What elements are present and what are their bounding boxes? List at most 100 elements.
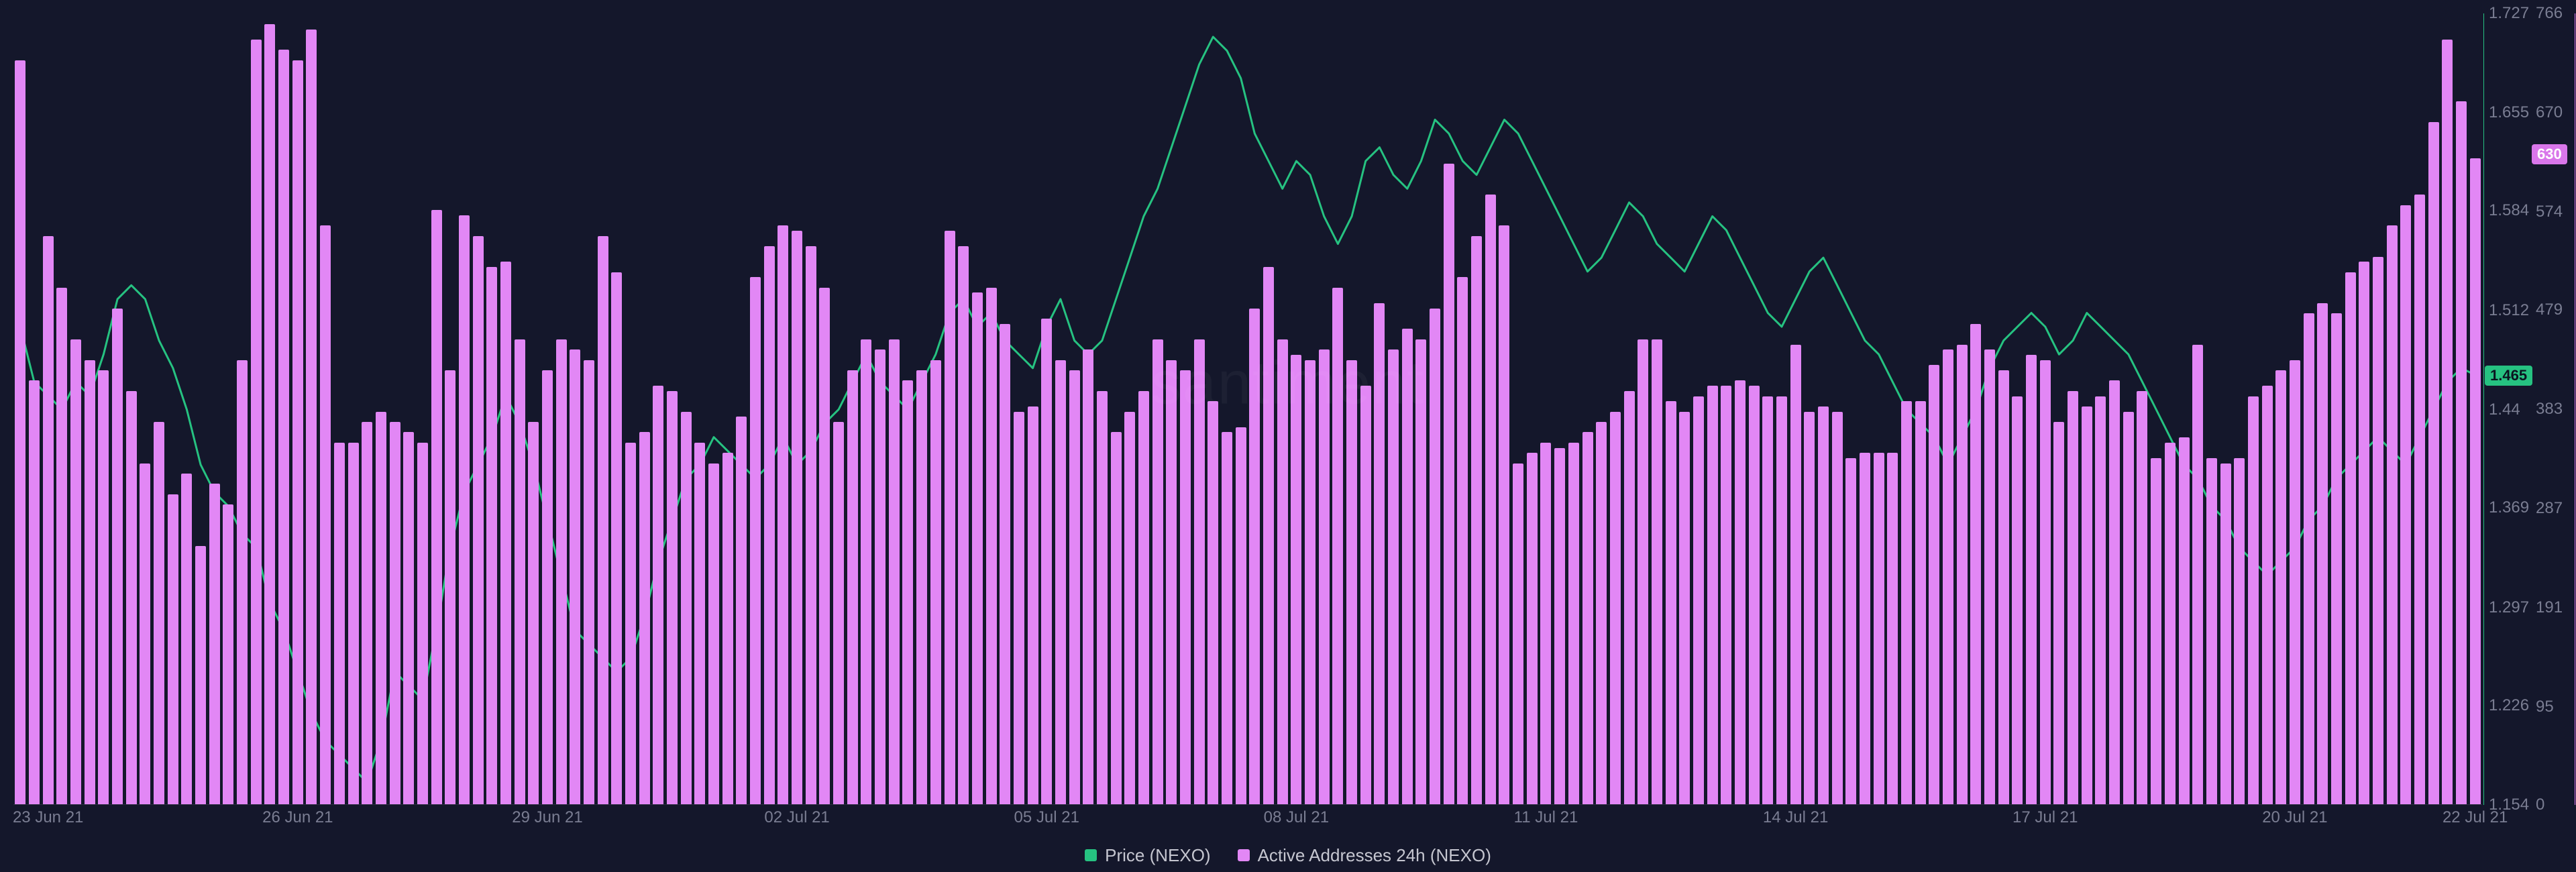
bar[interactable] <box>2123 412 2134 804</box>
bar[interactable] <box>126 391 137 804</box>
bar[interactable] <box>1444 164 1454 804</box>
bar[interactable] <box>2109 380 2120 804</box>
bar[interactable] <box>2206 458 2217 804</box>
bar[interactable] <box>1041 319 1052 804</box>
bar[interactable] <box>819 288 830 804</box>
bar[interactable] <box>1402 329 1413 804</box>
bar[interactable] <box>1901 401 1912 804</box>
bar[interactable] <box>1471 236 1482 804</box>
bar[interactable] <box>806 246 816 804</box>
bar[interactable] <box>1291 355 1301 804</box>
bar[interactable] <box>1069 370 1080 804</box>
bar[interactable] <box>1721 386 1731 804</box>
bar[interactable] <box>1998 370 2009 804</box>
bar[interactable] <box>1111 432 1122 804</box>
bar[interactable] <box>1776 396 1787 804</box>
bar[interactable] <box>1430 309 1440 804</box>
bar[interactable] <box>2248 396 2259 804</box>
bar[interactable] <box>1804 412 1815 804</box>
bar[interactable] <box>1818 406 1829 804</box>
bar[interactable] <box>112 309 123 804</box>
bar[interactable] <box>1554 448 1565 804</box>
bar[interactable] <box>1485 195 1496 804</box>
bar[interactable] <box>181 474 192 804</box>
bar[interactable] <box>70 339 81 804</box>
bar[interactable] <box>486 267 497 804</box>
plot-area[interactable] <box>13 13 2482 805</box>
bar[interactable] <box>1582 432 1593 804</box>
bar[interactable] <box>2026 355 2037 804</box>
bar[interactable] <box>681 412 692 804</box>
bar[interactable] <box>972 292 983 804</box>
bar[interactable] <box>1374 303 1385 804</box>
bar[interactable] <box>2068 391 2078 804</box>
bar[interactable] <box>708 464 719 804</box>
bar[interactable] <box>1540 443 1551 804</box>
bar[interactable] <box>1624 391 1635 804</box>
bar[interactable] <box>1887 453 1898 804</box>
bar[interactable] <box>515 339 525 804</box>
bar[interactable] <box>694 443 705 804</box>
bar[interactable] <box>140 464 150 804</box>
bar[interactable] <box>861 339 871 804</box>
bar[interactable] <box>2137 391 2147 804</box>
bar[interactable] <box>390 422 400 804</box>
bar[interactable] <box>1832 412 1843 804</box>
bar[interactable] <box>2387 225 2398 804</box>
bar[interactable] <box>1014 412 1024 804</box>
bar[interactable] <box>916 370 927 804</box>
bar[interactable] <box>292 60 303 804</box>
bar[interactable] <box>1790 345 1801 805</box>
bar[interactable] <box>1028 406 1038 804</box>
bar[interactable] <box>556 339 567 804</box>
bar[interactable] <box>945 231 955 804</box>
bar[interactable] <box>1735 380 1746 804</box>
bar[interactable] <box>1845 458 1856 804</box>
bar[interactable] <box>2470 158 2481 804</box>
bar[interactable] <box>1499 225 1509 804</box>
bar[interactable] <box>1055 360 1066 804</box>
bar[interactable] <box>1097 391 1108 804</box>
bar[interactable] <box>1152 339 1163 804</box>
bar[interactable] <box>2400 205 2411 804</box>
bar[interactable] <box>1457 277 1468 804</box>
bar[interactable] <box>2331 313 2342 804</box>
bar[interactable] <box>195 546 206 804</box>
legend-item-addresses[interactable]: Active Addresses 24h (NEXO) <box>1238 845 1491 866</box>
bar[interactable] <box>542 370 553 804</box>
bar[interactable] <box>736 417 747 804</box>
bar[interactable] <box>2317 303 2328 804</box>
bar[interactable] <box>376 412 386 804</box>
bar[interactable] <box>1568 443 1579 804</box>
bar[interactable] <box>2373 257 2383 804</box>
bar[interactable] <box>1513 464 1523 804</box>
bar[interactable] <box>1083 349 1093 804</box>
bar[interactable] <box>403 432 414 804</box>
bar[interactable] <box>445 370 455 804</box>
bar[interactable] <box>1762 396 1773 804</box>
bar[interactable] <box>1638 339 1648 804</box>
bar[interactable] <box>2165 443 2176 804</box>
bar[interactable] <box>1346 360 1357 804</box>
bar[interactable] <box>2220 464 2231 804</box>
bar[interactable] <box>223 504 233 804</box>
bar[interactable] <box>847 370 858 804</box>
bar[interactable] <box>29 380 40 804</box>
bar[interactable] <box>1194 339 1205 804</box>
bar[interactable] <box>2345 272 2356 804</box>
bar[interactable] <box>1263 267 1274 804</box>
bar[interactable] <box>2179 437 2190 804</box>
bar[interactable] <box>833 422 844 804</box>
bar[interactable] <box>570 349 580 804</box>
bar[interactable] <box>2234 458 2245 804</box>
bar[interactable] <box>1749 386 1760 804</box>
bar[interactable] <box>1860 453 1870 804</box>
bar[interactable] <box>1332 288 1343 804</box>
bar[interactable] <box>1415 339 1426 804</box>
bar[interactable] <box>1208 401 1218 804</box>
bar[interactable] <box>639 432 650 804</box>
bar[interactable] <box>2442 40 2453 804</box>
bar[interactable] <box>2095 396 2106 804</box>
bar[interactable] <box>278 50 289 804</box>
bar[interactable] <box>362 422 372 804</box>
